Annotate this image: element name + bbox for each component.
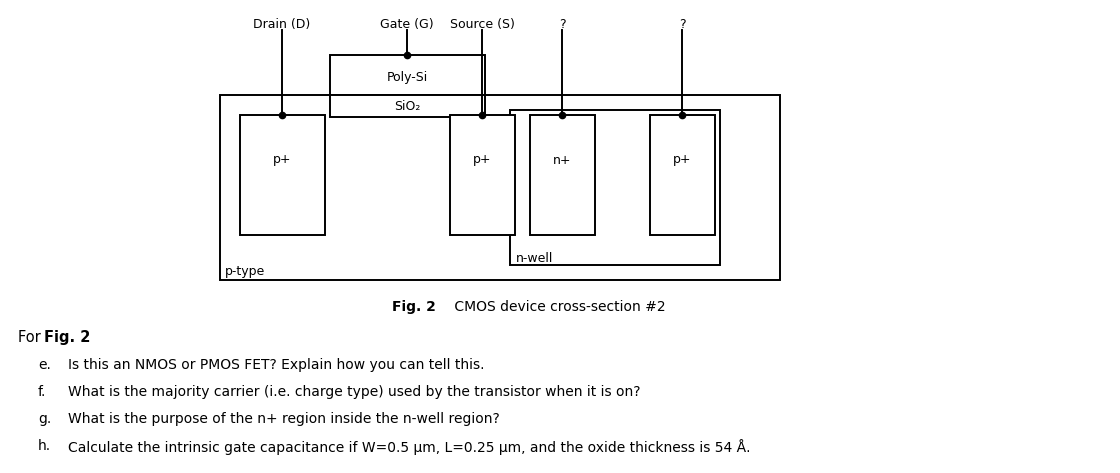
Bar [650, 115, 715, 235]
Text: For: For [18, 330, 46, 345]
Bar [530, 115, 595, 235]
Text: Gate (G): Gate (G) [380, 18, 433, 31]
Text: :: : [84, 330, 88, 345]
Text: What is the majority carrier (i.e. charge type) used by the transistor when it i: What is the majority carrier (i.e. charg… [68, 385, 641, 399]
Text: SiO₂: SiO₂ [394, 99, 420, 113]
Text: e.: e. [38, 358, 50, 372]
Text: ?: ? [679, 18, 685, 31]
Bar [330, 55, 485, 95]
Text: ?: ? [559, 18, 566, 31]
Text: Calculate the intrinsic gate capacitance if W=0.5 μm, L=0.25 μm, and the oxide t: Calculate the intrinsic gate capacitance… [68, 439, 750, 455]
Text: p+: p+ [673, 154, 691, 166]
Text: n-well: n-well [516, 252, 553, 265]
Text: g.: g. [38, 412, 52, 426]
Bar [220, 95, 780, 280]
Text: Fig. 2: Fig. 2 [44, 330, 91, 345]
Text: h.: h. [38, 439, 52, 453]
Text: Drain (D): Drain (D) [253, 18, 310, 31]
Text: CMOS device cross-section #2: CMOS device cross-section #2 [450, 300, 665, 314]
Bar [510, 110, 720, 265]
Text: Source (S): Source (S) [449, 18, 514, 31]
Text: What is the purpose of the n+ region inside the n-well region?: What is the purpose of the n+ region ins… [68, 412, 500, 426]
Text: n+: n+ [553, 154, 571, 166]
Text: Is this an NMOS or PMOS FET? Explain how you can tell this.: Is this an NMOS or PMOS FET? Explain how… [68, 358, 485, 372]
Text: p+: p+ [273, 154, 291, 166]
Text: f.: f. [38, 385, 46, 399]
Bar [450, 115, 515, 235]
Bar [330, 95, 485, 117]
Text: p+: p+ [473, 154, 492, 166]
Text: Fig. 2: Fig. 2 [392, 300, 436, 314]
Bar [240, 115, 325, 235]
Text: p-type: p-type [225, 265, 265, 278]
Text: Poly-Si: Poly-Si [386, 70, 428, 84]
